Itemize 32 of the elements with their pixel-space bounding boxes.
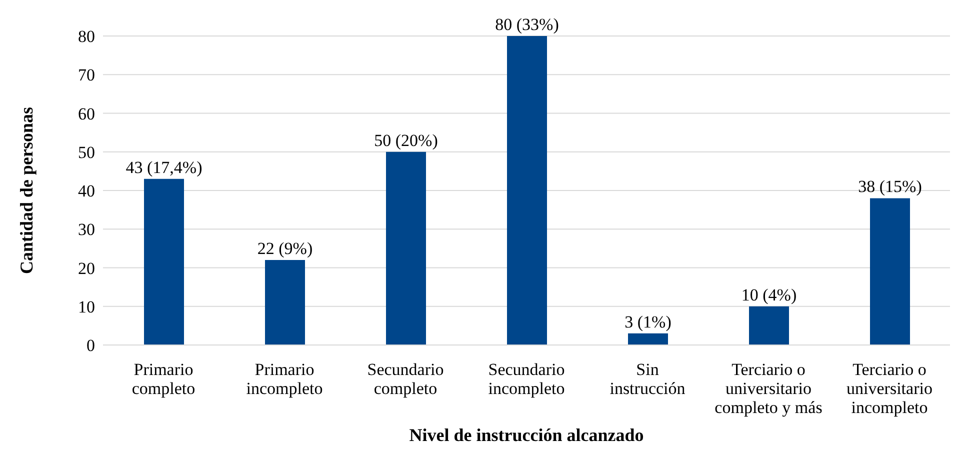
data-label: 22 (9%) (257, 239, 313, 258)
y-tick-label: 20 (78, 258, 95, 278)
y-tick-label: 70 (78, 66, 95, 85)
y-tick-label: 30 (78, 220, 95, 240)
x-tick-label: Secundario completo (367, 360, 444, 398)
x-tick-label: Primario incompleto (246, 360, 323, 398)
x-tick-label: Terciario o universitario incompleto (846, 360, 932, 417)
data-label: 10 (4%) (741, 285, 797, 304)
y-tick-label: 0 (86, 336, 95, 356)
bar (628, 333, 668, 345)
y-tick-label: 40 (78, 182, 95, 201)
data-label: 50 (20%) (374, 130, 438, 150)
data-label: 80 (33%) (495, 15, 559, 34)
data-label: 43 (17,4%) (126, 158, 202, 177)
data-label: 3 (1%) (624, 312, 672, 332)
y-tick-label: 60 (78, 104, 95, 124)
bar (386, 152, 426, 345)
x-axis-title: Nivel de instrucción alcanzado (409, 425, 644, 445)
y-tick-label: 80 (78, 27, 95, 46)
x-tick-label: Secundario incompleto (488, 360, 565, 398)
bar (265, 260, 305, 345)
bar (144, 178, 184, 345)
bar (870, 198, 910, 345)
bar (749, 306, 789, 345)
x-tick-label: Sin instrucción (610, 360, 686, 398)
x-tick-label: Terciario o universitario completo y más (714, 360, 822, 417)
x-tick-label: Primario completo (132, 360, 196, 398)
bar (507, 36, 547, 345)
y-tick-label: 10 (78, 297, 95, 316)
data-label: 38 (15%) (858, 177, 922, 196)
y-tick-label: 50 (78, 142, 95, 162)
y-axis-title: Cantidad de personas (16, 106, 36, 274)
